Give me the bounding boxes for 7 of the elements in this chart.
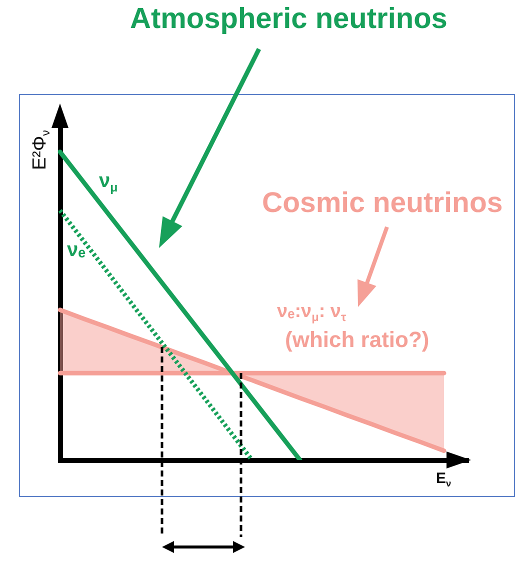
series-label: νₑ xyxy=(67,239,86,261)
text: Atmospheric neutrinos xyxy=(130,3,448,35)
annotation: νₑ:ν$_{μ}$: ν$_{τ}$ xyxy=(277,301,346,324)
annotation: Cosmic neutrinos xyxy=(262,187,503,219)
annotation: (which ratio?) xyxy=(285,327,430,352)
x-axis-title: E$_{ν}$ xyxy=(436,470,452,488)
series-label: ν$_{μ}$ xyxy=(99,170,118,194)
